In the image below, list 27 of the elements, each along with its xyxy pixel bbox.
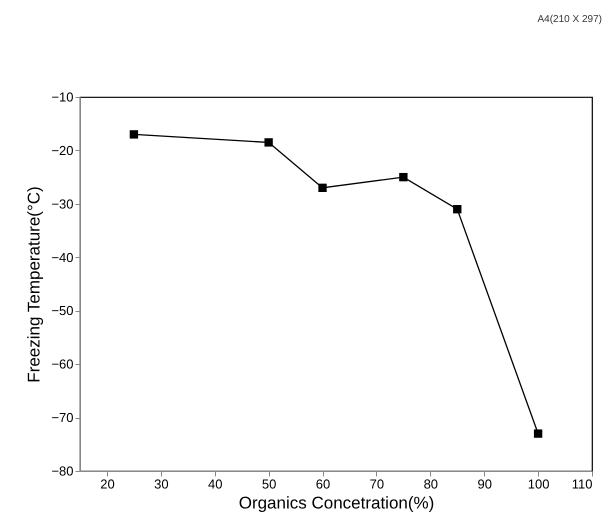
point [130, 130, 138, 139]
x-tick-label: 60 [316, 476, 330, 492]
x-axis-title: Organics Concetration(%) [238, 494, 434, 512]
y-tick-label: −30 [51, 196, 74, 212]
y-tick-label: −20 [51, 142, 74, 158]
point [453, 205, 462, 214]
y-tick-label: −70 [51, 410, 74, 426]
point [264, 138, 273, 147]
point [534, 429, 542, 438]
x-tick-label: 30 [154, 476, 169, 492]
y-axis-title: Freezing Temperature(°C) [24, 186, 44, 383]
x-tick-label: 40 [208, 476, 222, 492]
x-tick-label: 70 [370, 476, 384, 492]
x-tick-label: 110 [572, 476, 592, 492]
y-tick-label: −40 [51, 250, 74, 265]
text: A4(210 X 297) [538, 14, 602, 25]
x-tick-label: 20 [100, 476, 115, 492]
y-tick-label: −80 [51, 464, 74, 478]
point [318, 184, 327, 192]
point [399, 172, 408, 182]
y-tick-label: −10 [51, 90, 74, 104]
x-tick-label: 50 [262, 476, 276, 492]
x-tick-label: 100 [528, 476, 550, 492]
y-tick-label: −50 [51, 303, 74, 318]
y-tick-label: −60 [51, 356, 74, 372]
x-tick-label: 90 [477, 476, 492, 492]
x-tick-label: 80 [424, 476, 438, 492]
